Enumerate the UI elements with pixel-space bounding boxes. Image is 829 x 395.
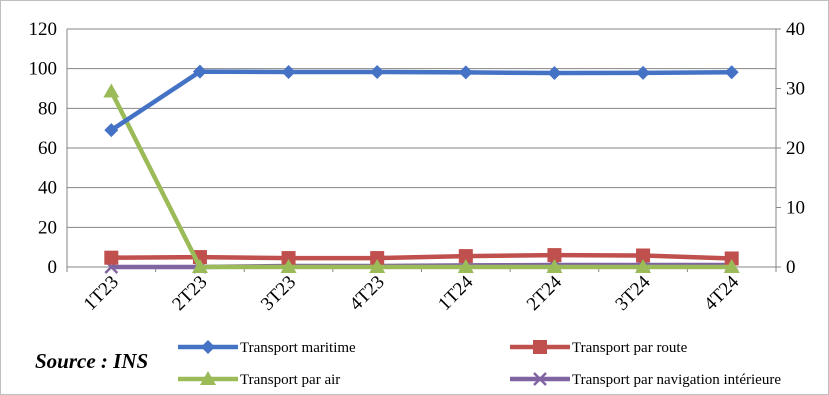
gridlines xyxy=(67,28,776,268)
y-tick-label-20: 20 xyxy=(38,217,57,238)
legend-marker-transport-par-navigation-interieure xyxy=(533,372,547,386)
series-transport-par-air xyxy=(103,83,740,273)
data-point-transport-par-air-4T24 xyxy=(723,259,740,273)
y-tick-label-60: 60 xyxy=(38,138,57,159)
data-point-transport-par-route-3T24 xyxy=(636,248,651,263)
y-tick-label-80: 80 xyxy=(38,98,57,119)
legend-item-transport-par-air: Transport par air xyxy=(178,371,340,388)
data-point-transport-par-air-1T24 xyxy=(457,259,474,273)
y-tick-label-40: 40 xyxy=(38,178,57,199)
data-point-transport-maritime-4T23 xyxy=(370,65,385,80)
data-point-transport-maritime-1T23 xyxy=(104,123,119,138)
data-point-transport-par-air-3T23 xyxy=(280,259,297,273)
legend-marker-transport-maritime xyxy=(201,340,215,354)
legend-marker-transport-par-route xyxy=(533,340,547,354)
data-point-transport-maritime-2T23 xyxy=(192,64,207,79)
series-transport-maritime xyxy=(104,64,739,138)
legend-item-transport-par-navigation-interieure: Transport par navigation intérieure xyxy=(510,372,781,388)
source-note: Source : INS xyxy=(35,349,149,373)
data-point-transport-par-route-4T24 xyxy=(724,251,739,266)
data-point-transport-par-route-4T23 xyxy=(370,251,385,266)
data-point-transport-maritime-2T24 xyxy=(547,66,562,81)
data-point-transport-maritime-3T23 xyxy=(281,65,296,80)
y-tick-label-120: 120 xyxy=(29,19,58,40)
data-point-transport-par-route-2T24 xyxy=(547,248,562,263)
legend: Transport maritime Transport par route Tra… xyxy=(178,340,781,388)
series-line-transport-par-route xyxy=(111,252,732,261)
legend-label-transport-par-navigation-interieure: Transport par navigation intérieure xyxy=(572,372,781,388)
y2-tick-label-0: 0 xyxy=(786,257,796,278)
data-point-transport-maritime-3T24 xyxy=(636,65,651,80)
y2-tick-label-10: 10 xyxy=(786,198,805,219)
series-layer xyxy=(103,64,740,274)
y2-tick-label-20: 20 xyxy=(786,138,805,159)
data-point-transport-par-route-3T23 xyxy=(281,251,296,266)
legend-label-transport-par-air: Transport par air xyxy=(240,372,340,388)
data-point-transport-par-air-3T24 xyxy=(635,259,652,273)
data-point-transport-par-route-1T23 xyxy=(104,250,119,265)
data-point-transport-maritime-4T24 xyxy=(724,65,739,80)
legend-label-transport-maritime: Transport maritime xyxy=(240,340,356,356)
legend-item-transport-maritime: Transport maritime xyxy=(178,340,356,356)
data-point-transport-par-air-4T23 xyxy=(369,259,386,273)
y2-tick-label-40: 40 xyxy=(786,19,805,40)
series-line-transport-par-air xyxy=(109,90,732,270)
data-point-transport-maritime-1T24 xyxy=(458,65,473,80)
y-tick-label-100: 100 xyxy=(29,59,58,80)
legend-label-transport-par-route: Transport par route xyxy=(572,340,688,356)
data-point-transport-par-air-2T23 xyxy=(191,259,208,273)
data-point-transport-par-air-1T23 xyxy=(103,83,120,98)
legend-marker-transport-par-air xyxy=(200,371,216,385)
series-line-transport-maritime xyxy=(110,69,732,133)
data-point-transport-par-air-2T24 xyxy=(546,259,563,273)
y2-tick-label-30: 30 xyxy=(786,79,805,100)
data-point-transport-par-route-1T24 xyxy=(458,249,473,264)
legend-item-transport-par-route: Transport par route xyxy=(510,340,688,356)
y-tick-label-0: 0 xyxy=(48,257,58,278)
